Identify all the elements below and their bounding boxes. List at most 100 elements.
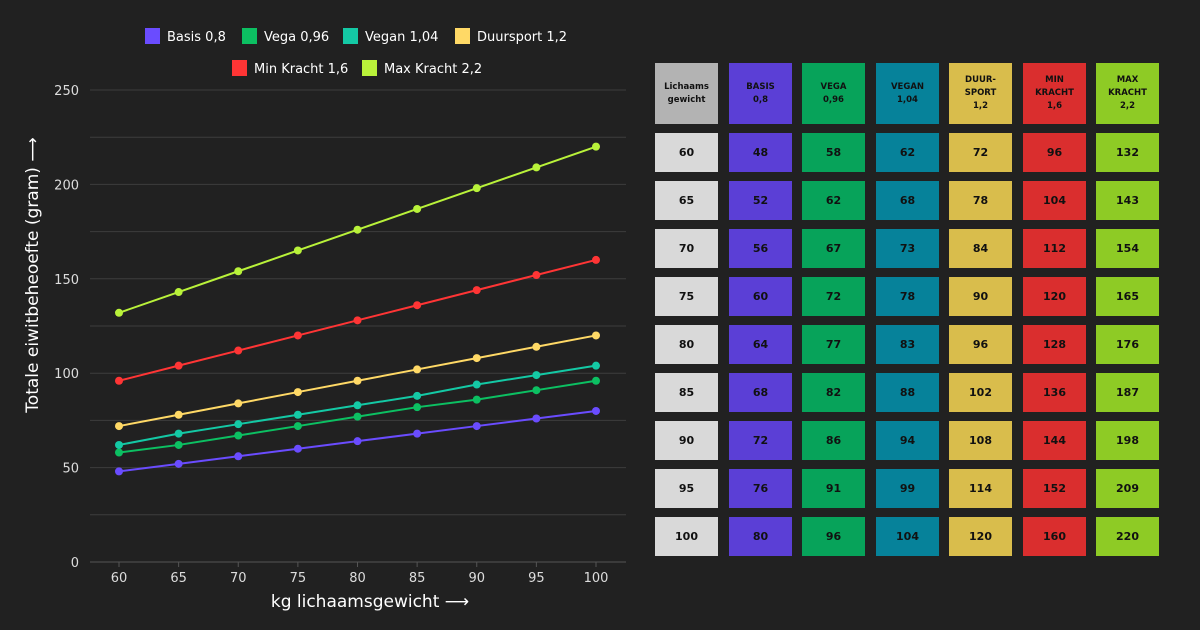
data-point bbox=[353, 316, 362, 325]
data-point bbox=[353, 412, 362, 421]
table-value-cell: 60 bbox=[729, 277, 792, 316]
table-weight-cell: 70 bbox=[655, 229, 718, 268]
table-value-cell: 80 bbox=[729, 517, 792, 556]
table-value-cell: 77 bbox=[802, 325, 865, 364]
y-tick-label: 0 bbox=[71, 556, 79, 571]
data-point bbox=[472, 422, 481, 431]
legend-swatch bbox=[232, 60, 247, 76]
data-point bbox=[592, 376, 600, 385]
table-header-cell: BASIS 0,8 bbox=[729, 63, 792, 124]
data-point bbox=[472, 395, 481, 404]
table-weight-cell: 80 bbox=[655, 325, 718, 364]
data-point bbox=[353, 225, 362, 234]
data-point bbox=[532, 342, 541, 351]
legend-label: Vega 0,96 bbox=[264, 30, 329, 45]
table-weight-cell: 90 bbox=[655, 421, 718, 460]
x-tick-label: 80 bbox=[349, 571, 366, 586]
data-point bbox=[413, 204, 422, 213]
x-tick-label: 75 bbox=[290, 571, 307, 586]
table-value-cell: 84 bbox=[949, 229, 1012, 268]
legend-swatch bbox=[343, 28, 358, 44]
series-4 bbox=[115, 255, 600, 385]
table-value-cell: 96 bbox=[802, 517, 865, 556]
data-point bbox=[592, 142, 600, 151]
data-point bbox=[293, 246, 302, 255]
y-tick-label: 100 bbox=[54, 367, 79, 382]
data-point bbox=[115, 448, 123, 457]
table-value-cell: 82 bbox=[802, 373, 865, 412]
legend-label: Basis 0,8 bbox=[167, 30, 226, 45]
table-value-cell: 58 bbox=[802, 133, 865, 172]
data-point bbox=[472, 286, 481, 295]
y-tick-label: 150 bbox=[54, 273, 79, 288]
data-point bbox=[413, 429, 422, 438]
data-point bbox=[592, 361, 600, 370]
table-value-cell: 120 bbox=[949, 517, 1012, 556]
table-value-cell: 72 bbox=[802, 277, 865, 316]
table-value-cell: 165 bbox=[1096, 277, 1159, 316]
table-value-cell: 209 bbox=[1096, 469, 1159, 508]
table-value-cell: 48 bbox=[729, 133, 792, 172]
data-point bbox=[353, 376, 362, 385]
x-tick-label: 90 bbox=[468, 571, 485, 586]
data-point bbox=[592, 255, 600, 264]
legend-label: Vegan 1,04 bbox=[365, 30, 438, 45]
x-tick-label: 85 bbox=[409, 571, 426, 586]
series-1 bbox=[115, 376, 600, 457]
series-2 bbox=[115, 361, 600, 449]
table-weight-cell: 100 bbox=[655, 517, 718, 556]
legend-swatch bbox=[455, 28, 470, 44]
data-point bbox=[413, 403, 422, 412]
table-header-cell: DUUR- SPORT 1,2 bbox=[949, 63, 1012, 124]
x-axis-label: kg lichaamsgewicht ⟶ bbox=[271, 592, 469, 612]
data-point bbox=[532, 386, 541, 395]
x-tick-label: 70 bbox=[230, 571, 247, 586]
line-chart: 0 50 100 150 200 250 60 65 70 75 80 85 90 95 100 kg lic… bbox=[23, 28, 626, 612]
table-value-cell: 154 bbox=[1096, 229, 1159, 268]
data-point bbox=[413, 365, 422, 374]
x-tick-label: 60 bbox=[111, 571, 128, 586]
series-5 bbox=[115, 142, 600, 317]
legend-swatch bbox=[145, 28, 160, 44]
table-header-cell: Lichaams gewicht bbox=[655, 63, 718, 124]
data-point bbox=[174, 459, 183, 468]
table-value-cell: 220 bbox=[1096, 517, 1159, 556]
table-value-cell: 73 bbox=[876, 229, 939, 268]
table-value-cell: 52 bbox=[729, 181, 792, 220]
data-point bbox=[532, 271, 541, 280]
table-value-cell: 76 bbox=[729, 469, 792, 508]
table-value-cell: 152 bbox=[1023, 469, 1086, 508]
table-value-cell: 104 bbox=[876, 517, 939, 556]
data-point bbox=[293, 410, 302, 419]
table-header-cell: VEGAN 1,04 bbox=[876, 63, 939, 124]
data-point bbox=[413, 301, 422, 310]
data-point bbox=[115, 467, 123, 476]
table-header-cell: MIN KRACHT 1,6 bbox=[1023, 63, 1086, 124]
x-tick-label: 95 bbox=[528, 571, 545, 586]
data-point bbox=[234, 431, 243, 440]
data-point bbox=[234, 420, 243, 429]
table-value-cell: 68 bbox=[876, 181, 939, 220]
y-tick-label: 200 bbox=[54, 178, 79, 193]
series-3 bbox=[115, 331, 600, 431]
table-value-cell: 114 bbox=[949, 469, 1012, 508]
data-point bbox=[532, 414, 541, 423]
data-point bbox=[472, 354, 481, 363]
x-tick-label: 65 bbox=[170, 571, 187, 586]
table-value-cell: 62 bbox=[876, 133, 939, 172]
table-value-cell: 96 bbox=[949, 325, 1012, 364]
data-point bbox=[293, 444, 302, 453]
table-value-cell: 72 bbox=[729, 421, 792, 460]
data-point bbox=[293, 331, 302, 340]
legend-label: Duursport 1,2 bbox=[477, 30, 567, 45]
table-value-cell: 88 bbox=[876, 373, 939, 412]
table-weight-cell: 65 bbox=[655, 181, 718, 220]
table-value-cell: 72 bbox=[949, 133, 1012, 172]
y-axis-label: Totale eiwitbeheoefte (gram) ⟶ bbox=[23, 137, 43, 413]
table-weight-cell: 95 bbox=[655, 469, 718, 508]
data-point bbox=[174, 440, 183, 449]
table-value-cell: 64 bbox=[729, 325, 792, 364]
table-value-cell: 91 bbox=[802, 469, 865, 508]
table-header-cell: VEGA 0,96 bbox=[802, 63, 865, 124]
y-tick-label: 250 bbox=[54, 84, 79, 99]
